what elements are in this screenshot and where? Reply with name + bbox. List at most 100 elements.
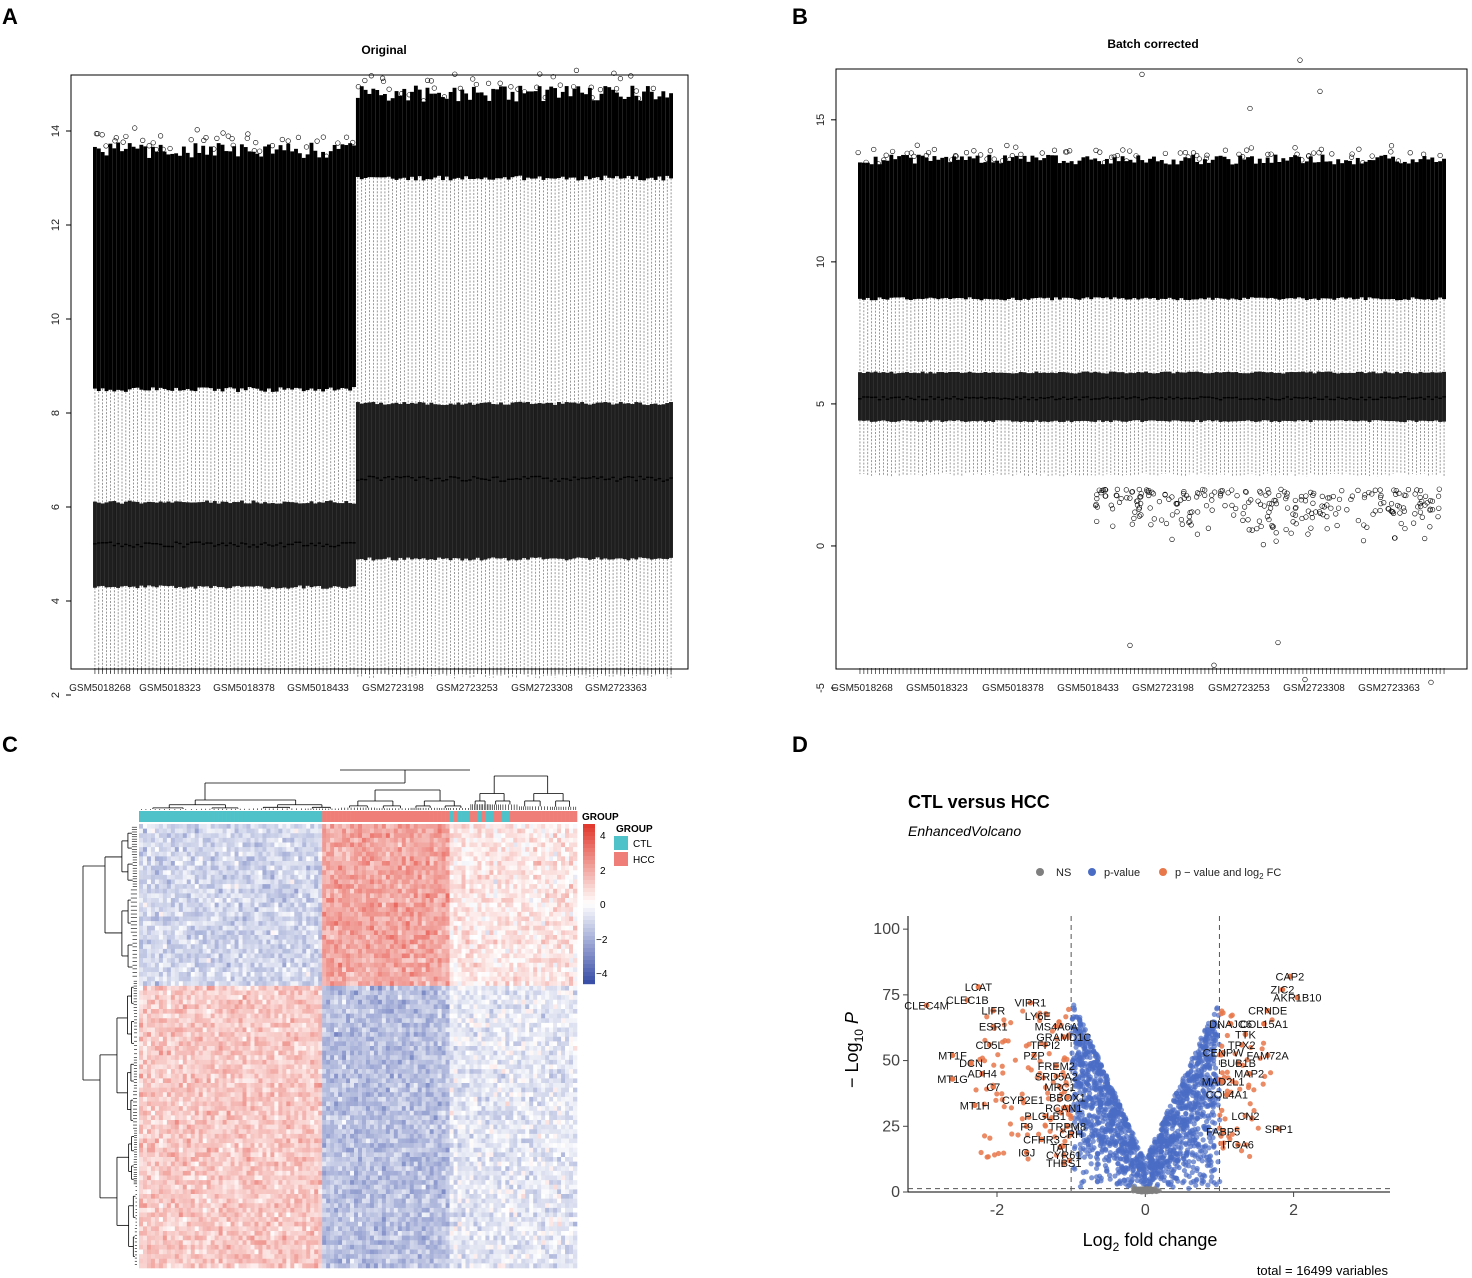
outlier-band [216, 143, 221, 389]
heatmap-cell [202, 1110, 207, 1116]
annotation-cell [258, 811, 263, 822]
heatmap-cell [214, 1120, 219, 1125]
outlier-band [618, 96, 623, 179]
outlier-band [1371, 160, 1376, 299]
heatmap-cell [198, 842, 204, 848]
heatmap-cell [162, 870, 168, 876]
heatmap-cell [170, 1240, 176, 1246]
heatmap-cell [166, 874, 172, 880]
heatmap-cell [158, 1258, 164, 1264]
outlier-point [1200, 486, 1206, 493]
box-iqr [441, 404, 445, 559]
heatmap-cell [222, 1064, 227, 1070]
heatmap-cell [150, 1226, 156, 1232]
heatmap-cell [158, 1041, 164, 1047]
heatmap-cell [210, 948, 215, 954]
heatmap-cell [198, 1046, 204, 1051]
heatmap-cell [202, 1064, 207, 1070]
heatmap-cell [139, 1217, 144, 1223]
outlier-band [952, 156, 956, 299]
heatmap-cell [194, 967, 200, 973]
heatmap-cell [162, 1055, 168, 1061]
outlier-band [657, 96, 662, 177]
heatmap-cell [182, 1203, 188, 1209]
heatmap-cell [226, 1059, 231, 1065]
heatmap-cell [214, 1050, 219, 1056]
box-iqr [1261, 371, 1266, 421]
heatmap-cell [210, 861, 215, 866]
outlier-point [285, 138, 291, 144]
heatmap-cell [146, 824, 152, 829]
heatmap-cell [139, 1064, 144, 1070]
box-iqr [1324, 371, 1329, 421]
heatmap-cell [150, 1152, 156, 1158]
outlier-band [348, 143, 353, 391]
box-iqr [243, 503, 248, 587]
heatmap-cell [154, 1244, 160, 1250]
heatmap-cell [154, 953, 160, 959]
box-iqr [495, 404, 499, 559]
outlier-band [1179, 160, 1184, 299]
heatmap-cell [158, 1157, 164, 1162]
outlier-point [113, 135, 119, 141]
annotation-cell [358, 811, 363, 822]
heatmap-cell [182, 1244, 188, 1250]
outlier-point [1427, 506, 1433, 512]
heatmap-cell [194, 1180, 200, 1186]
heatmap-cell [218, 874, 223, 880]
heatmap-cell [150, 847, 156, 853]
heatmap-cell [146, 874, 152, 880]
box-iqr [1438, 372, 1443, 422]
heatmap-cell [210, 1046, 215, 1051]
heatmap-cell [162, 1180, 168, 1186]
heatmap-cell [210, 1013, 215, 1019]
heatmap-cell [178, 1143, 184, 1149]
heatmap-cell [210, 1249, 215, 1255]
heatmap-cell [210, 953, 215, 959]
outlier-point [1297, 57, 1303, 63]
heatmap-cell [142, 865, 148, 871]
heatmap-cell [166, 888, 172, 894]
outlier-point [1330, 493, 1336, 500]
heatmap-cell [214, 870, 219, 876]
heatmap-cell [206, 1046, 211, 1051]
heatmap-cell [178, 1096, 184, 1102]
outlier-point [1209, 507, 1215, 513]
heatmap-cell [178, 1221, 184, 1227]
heatmap-cell [206, 1244, 211, 1250]
heatmap-cell [162, 995, 168, 1001]
outlier-point [245, 131, 251, 137]
box-iqr [383, 404, 387, 559]
heatmap-cell [194, 972, 200, 977]
outlier-point [1305, 508, 1311, 514]
heatmap-cell [206, 837, 211, 843]
outlier-point [1266, 490, 1272, 496]
heatmap-cell [166, 824, 172, 829]
heatmap-cell [142, 1170, 148, 1176]
box-iqr [174, 501, 179, 588]
heatmap-cell [190, 874, 196, 880]
outlier-point [1422, 535, 1428, 542]
outlier-band [383, 94, 387, 178]
heatmap-cell [206, 976, 211, 982]
heatmap-cell [186, 1133, 192, 1139]
outlier-point [1249, 527, 1255, 533]
outlier-point [1123, 487, 1129, 493]
outlier-band [131, 146, 136, 388]
outlier-band [336, 148, 341, 390]
heatmap-cell [182, 847, 188, 853]
heatmap-cell [198, 879, 204, 885]
outlier-band [1183, 157, 1188, 300]
outlier-point [1285, 505, 1291, 511]
heatmap-cell [206, 1212, 211, 1218]
outlier-point [1377, 507, 1383, 514]
heatmap-cell [146, 1022, 152, 1028]
heatmap-cell [214, 1133, 219, 1139]
annotation-cell [262, 811, 267, 822]
outlier-point [1311, 490, 1317, 496]
heatmap-cell [158, 888, 164, 894]
heatmap-cell [174, 907, 180, 913]
heatmap-cell [178, 1041, 184, 1047]
heatmap-cell [194, 981, 200, 987]
heatmap-cell [202, 911, 207, 917]
